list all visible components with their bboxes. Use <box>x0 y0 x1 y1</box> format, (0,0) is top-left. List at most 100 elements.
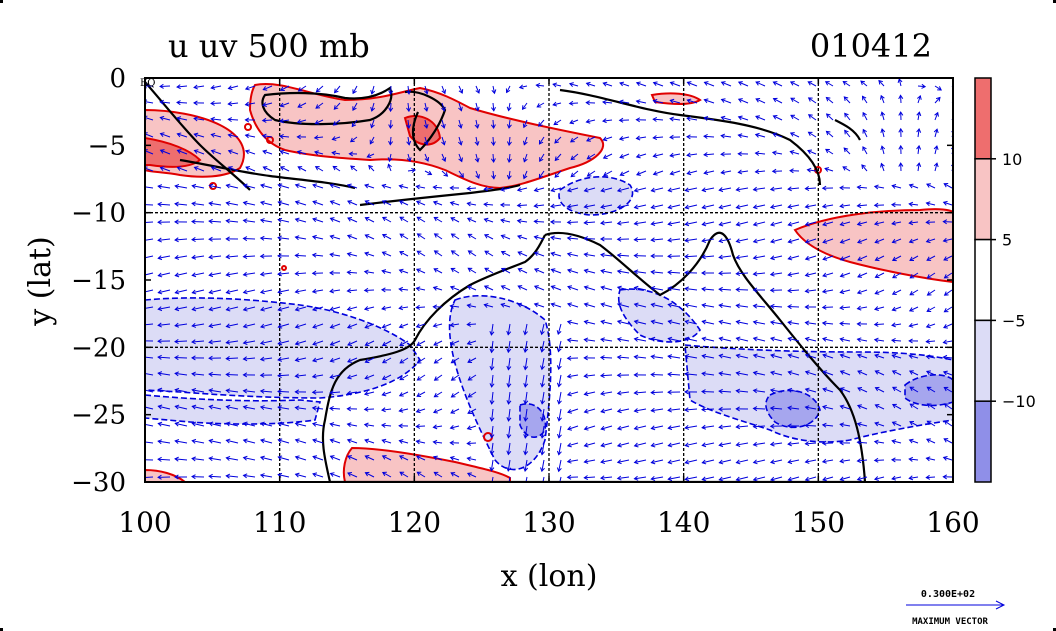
wind-vector <box>753 459 766 464</box>
wind-vector-head <box>602 118 607 124</box>
coastline-sulawesi <box>404 90 447 152</box>
wind-vector-head <box>294 200 300 206</box>
wind-vector-head <box>313 150 319 156</box>
wind-vector-head <box>737 98 743 103</box>
wind-vector <box>619 136 630 140</box>
wind-vector-head <box>381 183 387 189</box>
wind-vector <box>617 270 630 274</box>
wind-vector <box>416 391 426 397</box>
frame-corner <box>1053 0 1056 3</box>
wind-vector <box>617 356 630 359</box>
wind-vector <box>651 442 664 447</box>
wind-vector-head <box>718 286 723 292</box>
wind-vector-head <box>686 98 692 104</box>
wind-vector <box>788 337 800 342</box>
wind-vector <box>330 439 341 444</box>
wind-vector-head <box>244 133 250 139</box>
wind-vector-head <box>755 81 761 86</box>
wind-vector-head <box>720 115 726 121</box>
wind-vector <box>719 476 732 481</box>
wind-vector-head <box>540 382 546 388</box>
wind-vector-head <box>583 442 589 448</box>
wind-vector-head <box>259 340 265 346</box>
wind-vector-head <box>331 150 337 156</box>
map-title: u uv 500 mb <box>168 27 370 65</box>
wind-vector <box>194 166 205 172</box>
wind-vector <box>617 391 630 395</box>
wind-vector-head <box>467 376 473 381</box>
wind-vector-head <box>398 305 404 311</box>
x-axis: 100 110 120 130 140 150 160 <box>118 78 980 539</box>
wind-vector-head <box>329 270 334 276</box>
wind-vector-head <box>839 221 845 227</box>
wind-vector-head <box>667 204 673 210</box>
wind-vector-head <box>311 270 317 276</box>
wind-vector-head <box>294 455 300 461</box>
wind-vector-head <box>259 405 265 410</box>
wind-vector-head <box>684 371 689 377</box>
wind-vector-head <box>873 457 879 463</box>
wind-vector-head <box>489 417 495 422</box>
wind-vector <box>226 323 239 327</box>
wind-vector-head <box>600 252 605 258</box>
wind-vector-head <box>550 285 556 290</box>
wind-vector-head <box>157 289 163 295</box>
wind-vector <box>312 201 324 206</box>
wind-vector <box>364 184 375 189</box>
wind-vector-head <box>821 304 827 310</box>
wind-vector <box>584 187 596 192</box>
wind-vector <box>524 425 528 438</box>
wind-vector-head <box>388 124 394 129</box>
wind-vector-head <box>566 235 572 241</box>
wind-vector-head <box>312 217 318 223</box>
wind-vector <box>492 119 495 129</box>
wind-vector-head <box>567 268 572 274</box>
wind-vector <box>770 371 783 376</box>
wind-vector <box>243 272 256 276</box>
wind-vector-head <box>483 201 488 207</box>
wind-vector-head <box>821 458 827 464</box>
wind-vector-head <box>381 323 387 329</box>
wind-vector <box>209 184 222 189</box>
wind-vector-head <box>720 133 726 139</box>
wind-vector-head <box>735 221 741 227</box>
wind-vector-head <box>839 337 845 342</box>
wind-vector-head <box>533 251 539 257</box>
wind-vector <box>600 338 613 342</box>
wind-vector-head <box>516 202 522 208</box>
wind-vector-head <box>506 433 512 439</box>
wind-vector-head <box>277 421 283 427</box>
wind-vector-head <box>225 236 230 242</box>
wind-vector-head <box>294 438 300 444</box>
wind-vector <box>364 391 375 395</box>
wind-vector-head <box>174 289 180 295</box>
wind-vector-head <box>450 409 456 414</box>
wind-vector <box>542 476 545 482</box>
wind-vector <box>753 305 766 308</box>
wind-vector <box>558 459 562 472</box>
wind-vector <box>211 118 222 121</box>
wind-vector <box>433 408 443 413</box>
wind-vector-head <box>533 268 539 273</box>
wind-vector-head <box>839 185 844 191</box>
wind-vector <box>407 136 410 145</box>
wind-vector-head <box>296 134 302 140</box>
wind-vector-head <box>807 131 813 137</box>
wind-vector <box>927 272 936 279</box>
wind-vector-head <box>157 184 163 190</box>
wind-vector <box>617 204 630 208</box>
wind-vector <box>416 200 426 206</box>
wind-vector <box>909 238 919 243</box>
wind-vector <box>228 150 239 155</box>
wind-vector-head <box>312 438 318 444</box>
wind-vector <box>192 422 205 427</box>
wind-vector-head <box>364 324 370 329</box>
wind-vector-head <box>684 425 690 430</box>
wind-vector <box>417 233 426 240</box>
wind-vector-head <box>540 365 545 371</box>
y-tick-label: −30 <box>71 468 126 498</box>
wind-vector <box>874 221 885 225</box>
wind-vector-head <box>489 433 495 439</box>
wind-vector-head <box>585 81 591 87</box>
wind-vector-head <box>556 450 562 456</box>
